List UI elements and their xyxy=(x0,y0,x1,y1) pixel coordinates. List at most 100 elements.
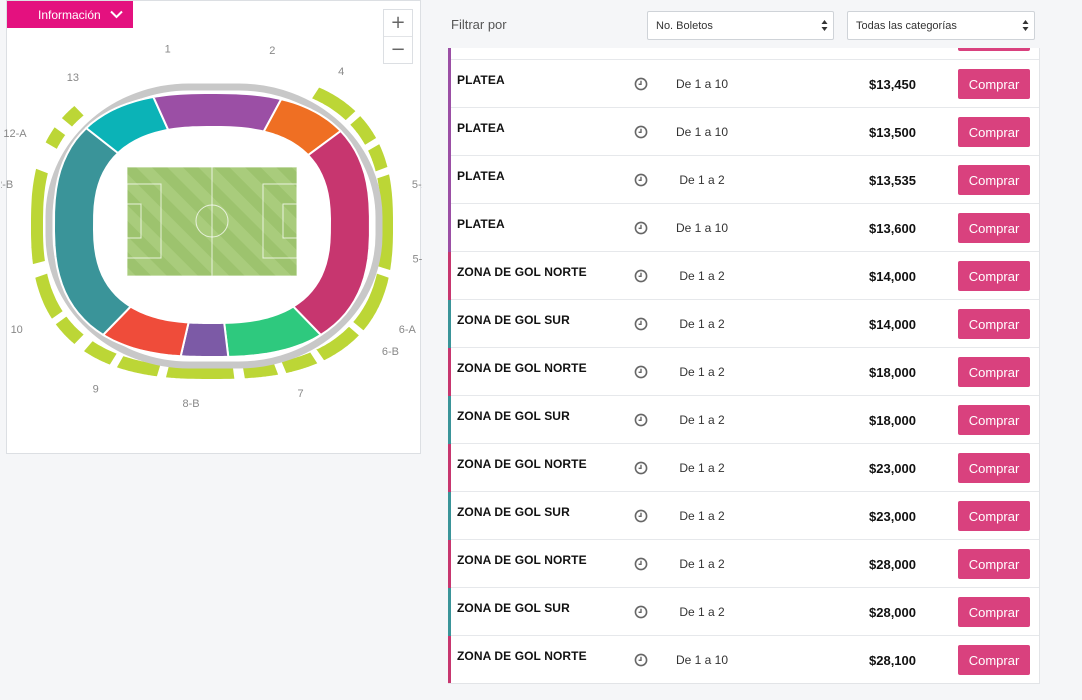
section-name: PLATEA xyxy=(457,121,505,135)
ticket-price: $13,600 xyxy=(869,221,916,236)
section-label: 9 xyxy=(93,384,99,396)
buy-button[interactable]: Comprar xyxy=(958,69,1030,99)
section-5-a-top[interactable] xyxy=(347,113,379,148)
buy-button[interactable]: Comprar xyxy=(958,213,1030,243)
section-name: PLATEA xyxy=(457,169,505,183)
ticket-list-viewport[interactable]: Comprar PLATEA De 1 a 10 $13,450 Comprar… xyxy=(448,48,1040,684)
tickets-select[interactable]: No. Boletos xyxy=(647,11,834,40)
category-select-value: Todas las categorías xyxy=(856,19,957,32)
section-color-bar xyxy=(448,300,451,348)
section-color-bar xyxy=(448,48,451,60)
section-name: ZONA DE GOL SUR xyxy=(457,313,570,327)
ticket-row: PLATEA De 1 a 10 $13,450 Comprar xyxy=(448,60,1039,108)
buy-button[interactable]: Comprar xyxy=(958,501,1030,531)
chevron-down-icon xyxy=(109,10,123,19)
section-color-bar xyxy=(448,540,451,588)
ticket-quantity-range: De 1 a 2 xyxy=(679,413,725,427)
ticket-quantity-range: De 1 a 2 xyxy=(679,461,725,475)
buy-button[interactable]: Comprar xyxy=(958,357,1030,387)
ticket-quantity-range: De 1 a 2 xyxy=(679,173,725,187)
ticket-row: ZONA DE GOL SUR De 1 a 2 $23,000 Comprar xyxy=(448,492,1039,540)
buy-button[interactable]: Comprar xyxy=(958,549,1030,579)
ticket-row: ZONA DE GOL NORTE De 1 a 2 $14,000 Compr… xyxy=(448,252,1039,300)
buy-button[interactable]: Comprar xyxy=(958,261,1030,291)
ticket-price: $13,535 xyxy=(869,173,916,188)
section-color-bar xyxy=(448,156,451,204)
buy-button[interactable]: Comprar xyxy=(958,597,1030,627)
buy-button[interactable]: Comprar xyxy=(958,117,1030,147)
section-name: ZONA DE GOL SUR xyxy=(457,409,570,423)
section-labels: 13 1 2 4 12-A 12-B 5-A 5-B 6-A6-B 10 9 8-B 7 xyxy=(1,43,422,409)
clock-icon xyxy=(634,365,648,379)
section-color-bar xyxy=(448,108,451,156)
section-13[interactable] xyxy=(59,103,87,130)
section-12-a-lower[interactable] xyxy=(29,166,51,267)
section-label: 6-B xyxy=(382,346,399,358)
section-name: ZONA DE GOL NORTE xyxy=(457,361,587,375)
clock-icon xyxy=(634,173,648,187)
buy-button[interactable]: Comprar xyxy=(958,645,1030,675)
clock-icon xyxy=(634,269,648,283)
section-6-b[interactable] xyxy=(313,324,362,363)
lower-ring[interactable] xyxy=(52,92,371,358)
clock-icon xyxy=(634,221,648,235)
zoom-in-button[interactable]: + xyxy=(384,10,412,36)
info-tab-button[interactable]: Información xyxy=(7,1,133,28)
ticket-quantity-range: De 1 a 10 xyxy=(675,77,729,91)
stadium-map[interactable]: 13 1 2 4 12-A 12-B 5-A 5-B 6-A6-B 10 9 8-B 7 xyxy=(1,1,422,455)
section-name: ZONA DE GOL SUR xyxy=(457,505,570,519)
section-10[interactable] xyxy=(52,313,87,347)
ticket-row: PLATEA De 1 a 10 $13,600 Comprar xyxy=(448,204,1039,252)
ticket-row: ZONA DE GOL SUR De 1 a 2 $14,000 Comprar xyxy=(448,300,1039,348)
section-color-bar xyxy=(448,204,451,252)
ticket-row: Comprar xyxy=(448,48,1039,60)
buy-button[interactable]: Comprar xyxy=(958,309,1030,339)
section-label: 4 xyxy=(338,66,344,78)
ticket-price: $18,000 xyxy=(869,365,916,380)
ticket-quantity-range: De 1 a 10 xyxy=(675,653,729,667)
ticket-row: PLATEA De 1 a 10 $13,500 Comprar xyxy=(448,108,1039,156)
clock-icon xyxy=(634,509,648,523)
ticket-quantity-range: De 1 a 2 xyxy=(679,365,725,379)
ticket-row: ZONA DE GOL SUR De 1 a 2 $18,000 Comprar xyxy=(448,396,1039,444)
zoom-control: + − xyxy=(383,9,413,64)
section-color-bar xyxy=(448,252,451,300)
section-12-b[interactable] xyxy=(33,270,66,322)
section-name: PLATEA xyxy=(457,73,505,87)
ticket-quantity-range: De 1 a 2 xyxy=(679,605,725,619)
section-9-b[interactable] xyxy=(81,338,120,368)
section-lower-bottom-left[interactable] xyxy=(101,305,190,358)
section-4[interactable] xyxy=(309,84,359,123)
section-name: ZONA DE GOL NORTE xyxy=(457,265,587,279)
section-color-bar xyxy=(448,444,451,492)
ticket-price: $28,000 xyxy=(869,557,916,572)
buy-button[interactable]: Comprar xyxy=(958,165,1030,195)
buy-button[interactable]: Comprar xyxy=(958,405,1030,435)
section-label: 12-B xyxy=(1,179,13,191)
ticket-quantity-range: De 1 a 10 xyxy=(675,125,729,139)
section-label: 6-A xyxy=(399,324,417,336)
category-select[interactable]: Todas las categorías xyxy=(847,11,1035,40)
ticket-row: ZONA DE GOL NORTE De 1 a 2 $23,000 Compr… xyxy=(448,444,1039,492)
ticket-price: $23,000 xyxy=(869,461,916,476)
section-label: 5-A xyxy=(412,179,422,191)
section-color-bar xyxy=(448,60,451,108)
clock-icon xyxy=(634,557,648,571)
ticket-price: $13,500 xyxy=(869,125,916,140)
section-name: ZONA DE GOL NORTE xyxy=(457,553,587,567)
ticket-quantity-range: De 1 a 2 xyxy=(679,557,725,571)
section-lower-top[interactable] xyxy=(151,92,283,133)
stadium-map-panel: 13 1 2 4 12-A 12-B 5-A 5-B 6-A6-B 10 9 8-B 7 Informa… xyxy=(1,0,422,454)
clock-icon xyxy=(634,653,648,667)
zoom-out-button[interactable]: − xyxy=(384,37,412,63)
ticket-price: $14,000 xyxy=(869,317,916,332)
clock-icon xyxy=(634,461,648,475)
buy-button[interactable]: Comprar xyxy=(958,453,1030,483)
clock-icon xyxy=(634,413,648,427)
section-5-a[interactable] xyxy=(365,141,390,175)
buy-button[interactable]: Comprar xyxy=(958,48,1030,51)
section-12-a[interactable] xyxy=(42,124,69,152)
section-label: 2 xyxy=(269,45,275,57)
section-color-bar xyxy=(448,348,451,396)
section-6-a[interactable] xyxy=(350,270,391,334)
